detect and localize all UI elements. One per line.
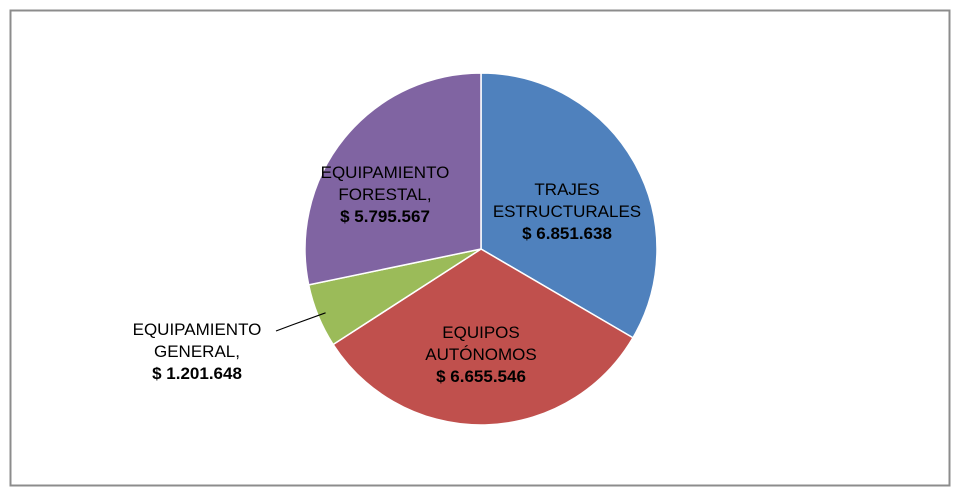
value-label: $ 6.655.546 — [436, 367, 526, 386]
pie-slice — [304, 72, 482, 286]
data-label: TRAJES ESTRUCTURALES $ 6.851.638 — [482, 179, 652, 245]
value-label: $ 1.201.648 — [152, 364, 242, 383]
category-label: EQUIPOS AUTÓNOMOS — [425, 323, 537, 364]
pie-slice — [332, 248, 634, 426]
value-label: $ 6.851.638 — [522, 224, 612, 243]
leader-line — [275, 312, 326, 332]
pie-slice — [480, 72, 658, 339]
category-label: TRAJES ESTRUCTURALES — [492, 180, 642, 221]
data-label: EQUIPAMIENTO FORESTAL, $ 5.795.567 — [300, 162, 470, 228]
data-label: EQUIPOS AUTÓNOMOS $ 6.655.546 — [396, 322, 566, 388]
category-label: EQUIPAMIENTO FORESTAL, — [320, 163, 450, 204]
data-label: EQUIPAMIENTO GENERAL, $ 1.201.648 — [112, 319, 282, 385]
value-label: $ 5.795.567 — [340, 207, 430, 226]
category-label: EQUIPAMIENTO GENERAL, — [132, 320, 262, 361]
